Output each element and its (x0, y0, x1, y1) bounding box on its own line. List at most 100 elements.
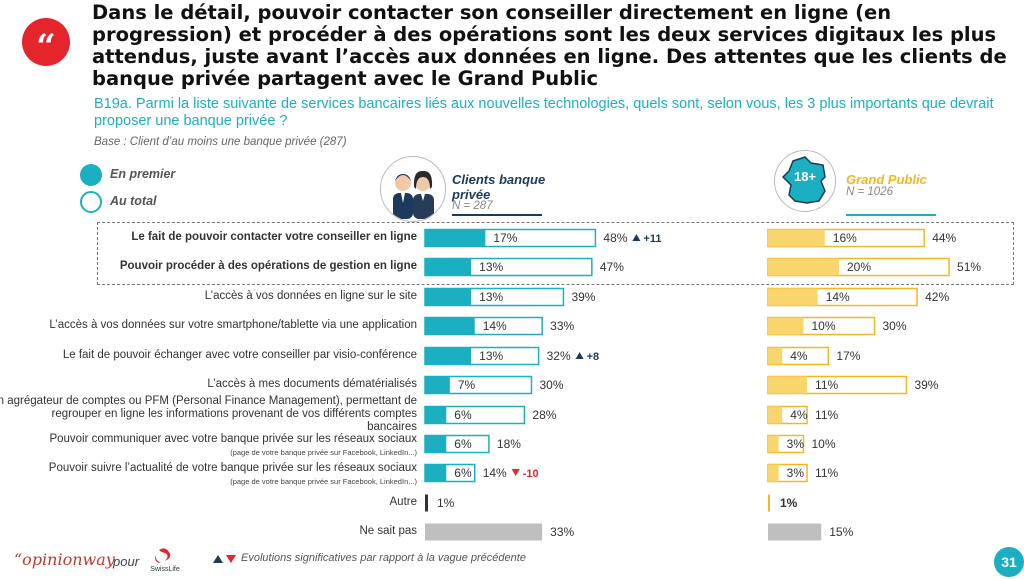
legend-total-label: Au total (110, 194, 157, 208)
value-private-total: 30% (540, 378, 564, 392)
category-label: Un agrégateur de comptes ou PFM (Persona… (0, 395, 417, 434)
category-label: Pouvoir suivre l’actualité de votre banq… (49, 462, 417, 488)
bar-private-total (425, 523, 543, 541)
category-label-line: Pouvoir suivre l’actualité de votre banq… (48, 461, 417, 474)
france-avatar: 18+ (774, 150, 836, 212)
category-label-line: Un agrégateur de comptes ou PFM (Persona… (0, 394, 417, 407)
bar-private-total (424, 375, 533, 395)
category-label-line: Pouvoir procéder à des opérations de ges… (119, 259, 417, 272)
category-label: Le fait de pouvoir échanger avec votre c… (63, 349, 417, 362)
category-label-line: Autre (389, 495, 418, 508)
legend-total-swatch (80, 191, 102, 213)
bar-public-total (768, 523, 822, 541)
category-label: Le fait de pouvoir contacter votre conse… (131, 231, 417, 244)
value-public-first: 4% (790, 349, 808, 363)
bar-private-total (425, 494, 428, 512)
bar-private-total (424, 434, 490, 454)
bar-public-first (768, 376, 808, 394)
category-label-line: Le fait de pouvoir échanger avec votre c… (62, 348, 417, 361)
slide-title: Dans le détail, pouvoir contacter son co… (92, 1, 1007, 90)
value-private-total: 1% (437, 496, 455, 510)
category-label-line: Le fait de pouvoir contacter votre conse… (131, 230, 417, 243)
value-public-first: 11% (815, 378, 838, 392)
value-private-first: 6% (454, 466, 472, 480)
category-label-line: L’accès à vos données en ligne sur le si… (204, 289, 417, 302)
bar-private-first (425, 376, 450, 394)
category-label-line: Ne sait pas (359, 524, 417, 537)
public-panel-n: N = 1026 (846, 186, 893, 198)
value-public-total: 15% (829, 525, 853, 539)
evolution-note: Evolutions significatives par rapport à … (241, 552, 526, 564)
bar-private-first (425, 317, 475, 335)
category-label-line: L’accès à vos données sur votre smartpho… (49, 318, 417, 331)
legend-first-swatch (80, 164, 102, 186)
survey-question: B19a. Parmi la liste suivante de service… (94, 96, 994, 129)
bar-private-total (424, 346, 540, 366)
value-public-total: 39% (914, 378, 938, 392)
bar-private-first (425, 464, 447, 482)
bar-private-total (424, 287, 565, 307)
category-label: L’accès à vos données en ligne sur le si… (205, 290, 417, 303)
private-panel-underline (452, 214, 542, 216)
public-panel-underline (846, 214, 936, 216)
value-private-total: 32% (547, 349, 571, 363)
evolution-value: -10 (523, 468, 539, 480)
private-title-line1: Clients banque (452, 172, 546, 187)
value-public-first: 4% (790, 408, 808, 422)
bar-private-first (425, 435, 447, 453)
category-label: Ne sait pas (359, 525, 417, 538)
value-private-first: 7% (458, 378, 476, 392)
value-private-total: 14% (483, 466, 507, 480)
value-public-total: 11% (815, 466, 838, 480)
value-public-first: 14% (826, 290, 850, 304)
opinionway-logo: “opinionway (14, 550, 115, 569)
value-private-first: 6% (454, 408, 472, 422)
category-label-note: (page de votre banque privée sur Faceboo… (230, 447, 417, 457)
bar-public-total (768, 494, 770, 512)
evolution-arrows-icon (213, 555, 236, 563)
private-panel-title: Clients banque privée (452, 172, 545, 202)
bar-private-first (425, 406, 447, 424)
highlight-box (97, 222, 1014, 285)
value-private-first: 14% (483, 319, 507, 333)
bar-public-first (768, 317, 804, 335)
bar-public-total (767, 316, 876, 336)
evolution-value: +8 (587, 351, 600, 363)
page-number: 31 (994, 547, 1024, 577)
bar-public-first (768, 464, 779, 482)
value-private-total: 18% (497, 437, 521, 451)
advisors-avatar (380, 156, 446, 222)
value-public-first: 3% (787, 437, 805, 451)
value-public-total: 42% (925, 290, 949, 304)
bar-public-total (767, 375, 908, 395)
value-public-total: 11% (815, 408, 838, 422)
evolution-up-icon (575, 352, 584, 359)
value-public-total: 1% (780, 496, 798, 510)
private-title-line2: privée (452, 187, 491, 202)
advisors-icon (393, 170, 434, 219)
bar-private-total (424, 463, 476, 483)
public-panel-title: Grand Public (846, 172, 927, 187)
bar-public-total (767, 463, 808, 483)
quote-badge: “ (22, 18, 70, 67)
bar-private-total (424, 316, 543, 336)
category-label: L’accès à vos données sur votre smartpho… (49, 319, 417, 332)
value-private-total: 28% (532, 408, 556, 422)
category-label-line: bancaires (367, 420, 417, 433)
age-badge: 18+ (794, 169, 816, 184)
value-private-first: 6% (454, 437, 472, 451)
value-private-first: 13% (479, 290, 503, 304)
legend-first-label: En premier (110, 167, 176, 181)
bar-private-first (425, 288, 472, 306)
value-public-total: 10% (812, 437, 836, 451)
private-panel-n: N = 287 (452, 200, 493, 212)
swisslife-logo-text: SwissLife (150, 566, 180, 573)
bar-public-first (768, 435, 779, 453)
category-label-line: Pouvoir communiquer avec votre banque pr… (49, 432, 417, 445)
category-label-line: regrouper en ligne les informations prov… (51, 407, 417, 420)
bar-public-first (768, 288, 818, 306)
value-public-first: 3% (787, 466, 805, 480)
bar-public-first (768, 406, 783, 424)
bar-public-total (767, 405, 808, 425)
value-public-total: 17% (836, 349, 860, 363)
